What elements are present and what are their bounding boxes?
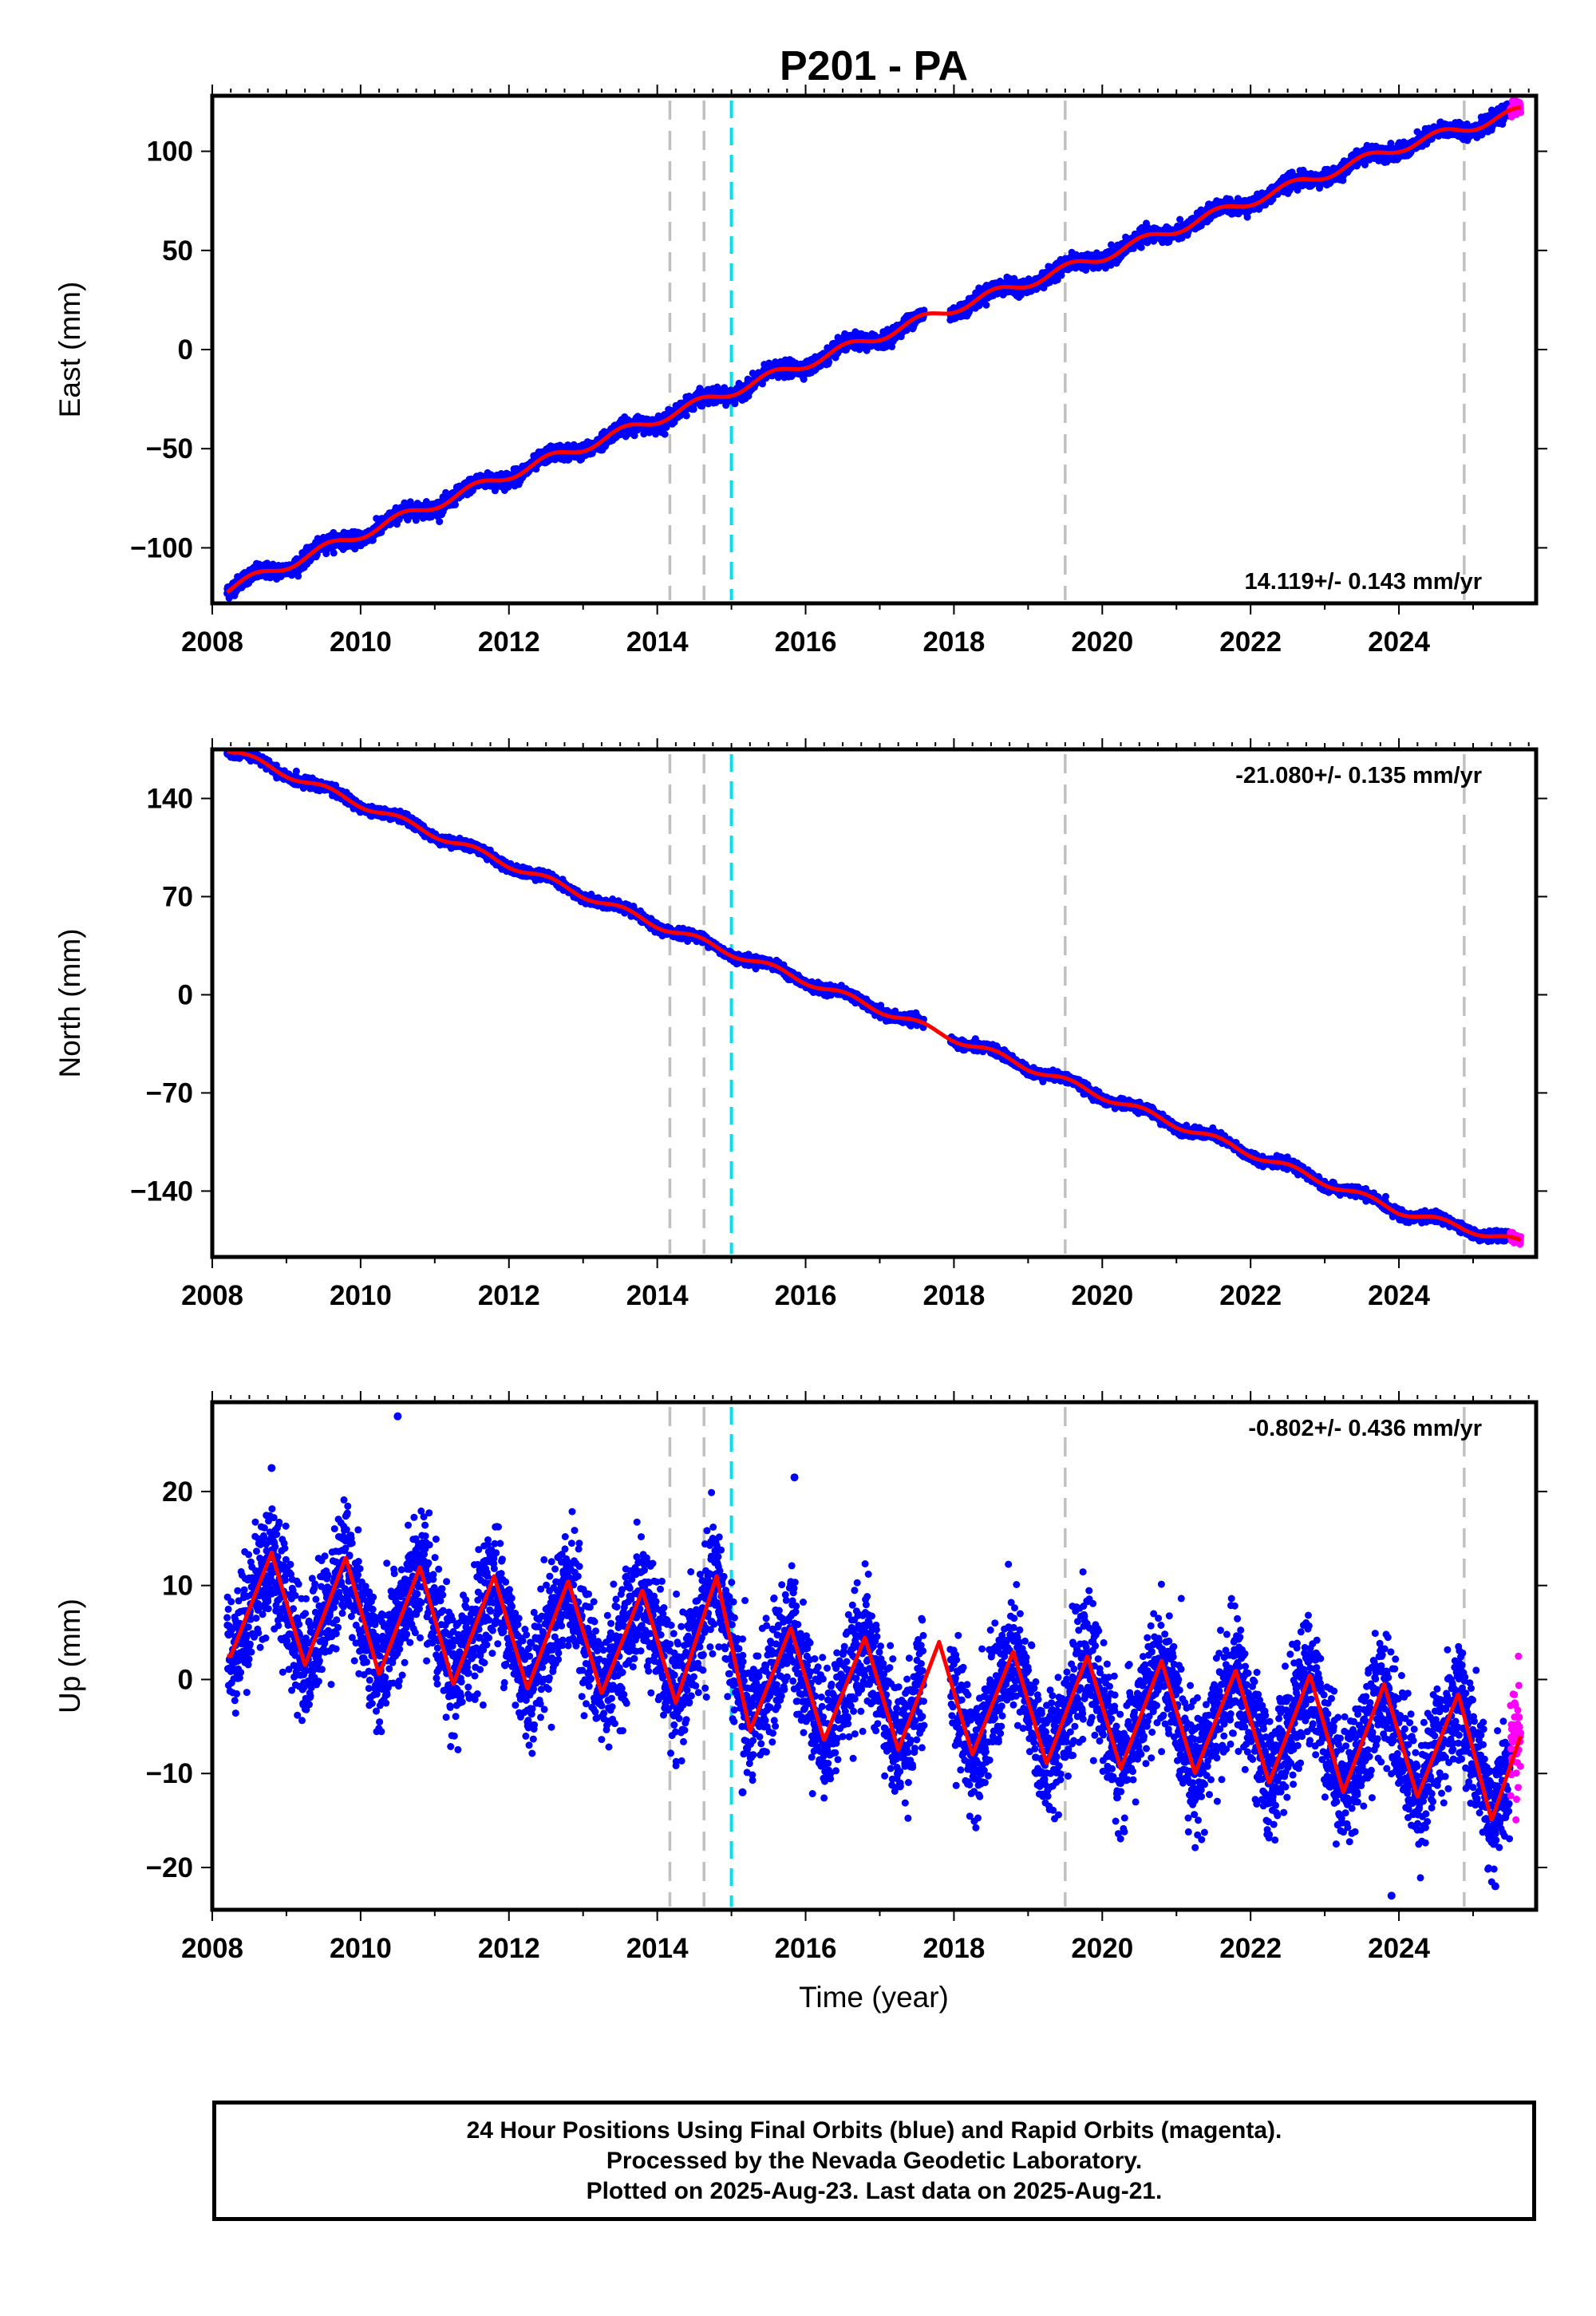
chart-title: P201 - PA — [780, 43, 968, 89]
final-orbit-point — [825, 358, 833, 366]
final-orbit-point — [294, 572, 302, 580]
final-orbit-point — [689, 405, 697, 413]
panels: 2008 2010 2012 2014 2016 2018 2020 2022 20241005… — [53, 85, 1547, 1964]
final-orbit-point — [661, 430, 669, 438]
final-orbit-point — [682, 412, 690, 420]
final-orbit-point — [436, 518, 444, 526]
panel-east: 2008 2010 2012 2014 2016 2018 2020 2022 20241005… — [53, 85, 1547, 658]
final-orbit-point — [452, 500, 459, 508]
final-orbit-point — [330, 549, 338, 557]
final-orbit-point — [1137, 243, 1145, 251]
final-orbit-point — [982, 301, 990, 309]
east-data-points — [223, 97, 1525, 602]
final-orbit-point — [322, 550, 330, 558]
